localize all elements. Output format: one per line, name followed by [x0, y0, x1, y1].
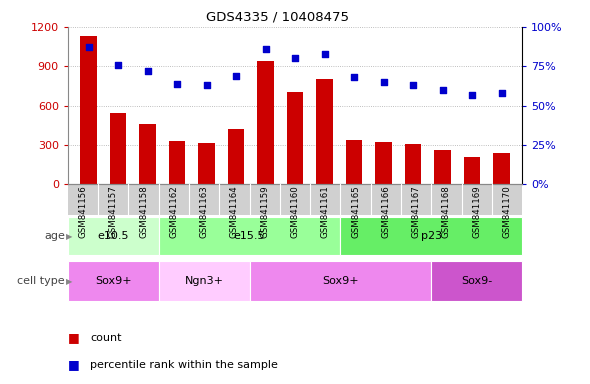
Text: Sox9+: Sox9+	[322, 276, 359, 286]
Text: GSM841162: GSM841162	[169, 185, 178, 238]
Point	[143, 68, 152, 74]
Bar	[434, 150, 451, 184]
Text: GSM841158: GSM841158	[139, 185, 148, 238]
Text: ■: ■	[68, 331, 80, 344]
Point	[202, 82, 211, 88]
Bar	[464, 157, 480, 184]
Text: Ngn3+: Ngn3+	[185, 276, 224, 286]
Bar	[405, 144, 421, 184]
Bar	[198, 143, 215, 184]
Text: GSM841161: GSM841161	[321, 185, 330, 238]
Text: p23: p23	[421, 231, 442, 241]
Text: GSM841165: GSM841165	[351, 185, 360, 238]
Text: GSM841160: GSM841160	[290, 185, 300, 238]
Bar	[493, 153, 510, 184]
Bar	[287, 93, 303, 184]
Text: ■: ■	[68, 358, 80, 371]
Text: GSM841166: GSM841166	[381, 185, 391, 238]
Bar	[139, 124, 156, 184]
Bar	[257, 61, 274, 184]
Text: ▶: ▶	[66, 232, 73, 241]
Point	[290, 55, 300, 61]
Point	[172, 81, 182, 87]
Text: GSM841168: GSM841168	[442, 185, 451, 238]
Bar	[375, 142, 392, 184]
Point	[497, 90, 506, 96]
Bar	[169, 141, 185, 184]
Point	[467, 91, 477, 98]
Bar	[228, 129, 244, 184]
Text: count: count	[90, 333, 122, 343]
Bar	[346, 140, 362, 184]
Point	[113, 61, 123, 68]
Text: e15.5: e15.5	[234, 231, 266, 241]
Text: percentile rank within the sample: percentile rank within the sample	[90, 360, 278, 370]
Point	[261, 46, 270, 52]
Text: cell type: cell type	[17, 276, 65, 286]
Text: GSM841169: GSM841169	[472, 185, 481, 238]
Point	[231, 73, 241, 79]
Text: GSM841163: GSM841163	[199, 185, 209, 238]
Text: GSM841167: GSM841167	[412, 185, 421, 238]
Text: GDS4335 / 10408475: GDS4335 / 10408475	[206, 10, 349, 23]
Text: GSM841159: GSM841159	[260, 185, 269, 238]
Point	[408, 82, 418, 88]
Bar	[110, 113, 126, 184]
Bar	[80, 36, 97, 184]
Point	[438, 87, 447, 93]
Text: e10.5: e10.5	[97, 231, 129, 241]
Text: ▶: ▶	[66, 277, 73, 286]
Point	[84, 44, 93, 50]
Bar	[316, 79, 333, 184]
Point	[349, 74, 359, 80]
Text: age: age	[44, 231, 65, 241]
Text: GSM841156: GSM841156	[78, 185, 87, 238]
Text: GSM841157: GSM841157	[109, 185, 118, 238]
Text: Sox9+: Sox9+	[95, 276, 132, 286]
Point	[379, 79, 388, 85]
Text: GSM841164: GSM841164	[230, 185, 239, 238]
Point	[320, 51, 329, 57]
Text: GSM841170: GSM841170	[503, 185, 512, 238]
Text: Sox9-: Sox9-	[461, 276, 492, 286]
